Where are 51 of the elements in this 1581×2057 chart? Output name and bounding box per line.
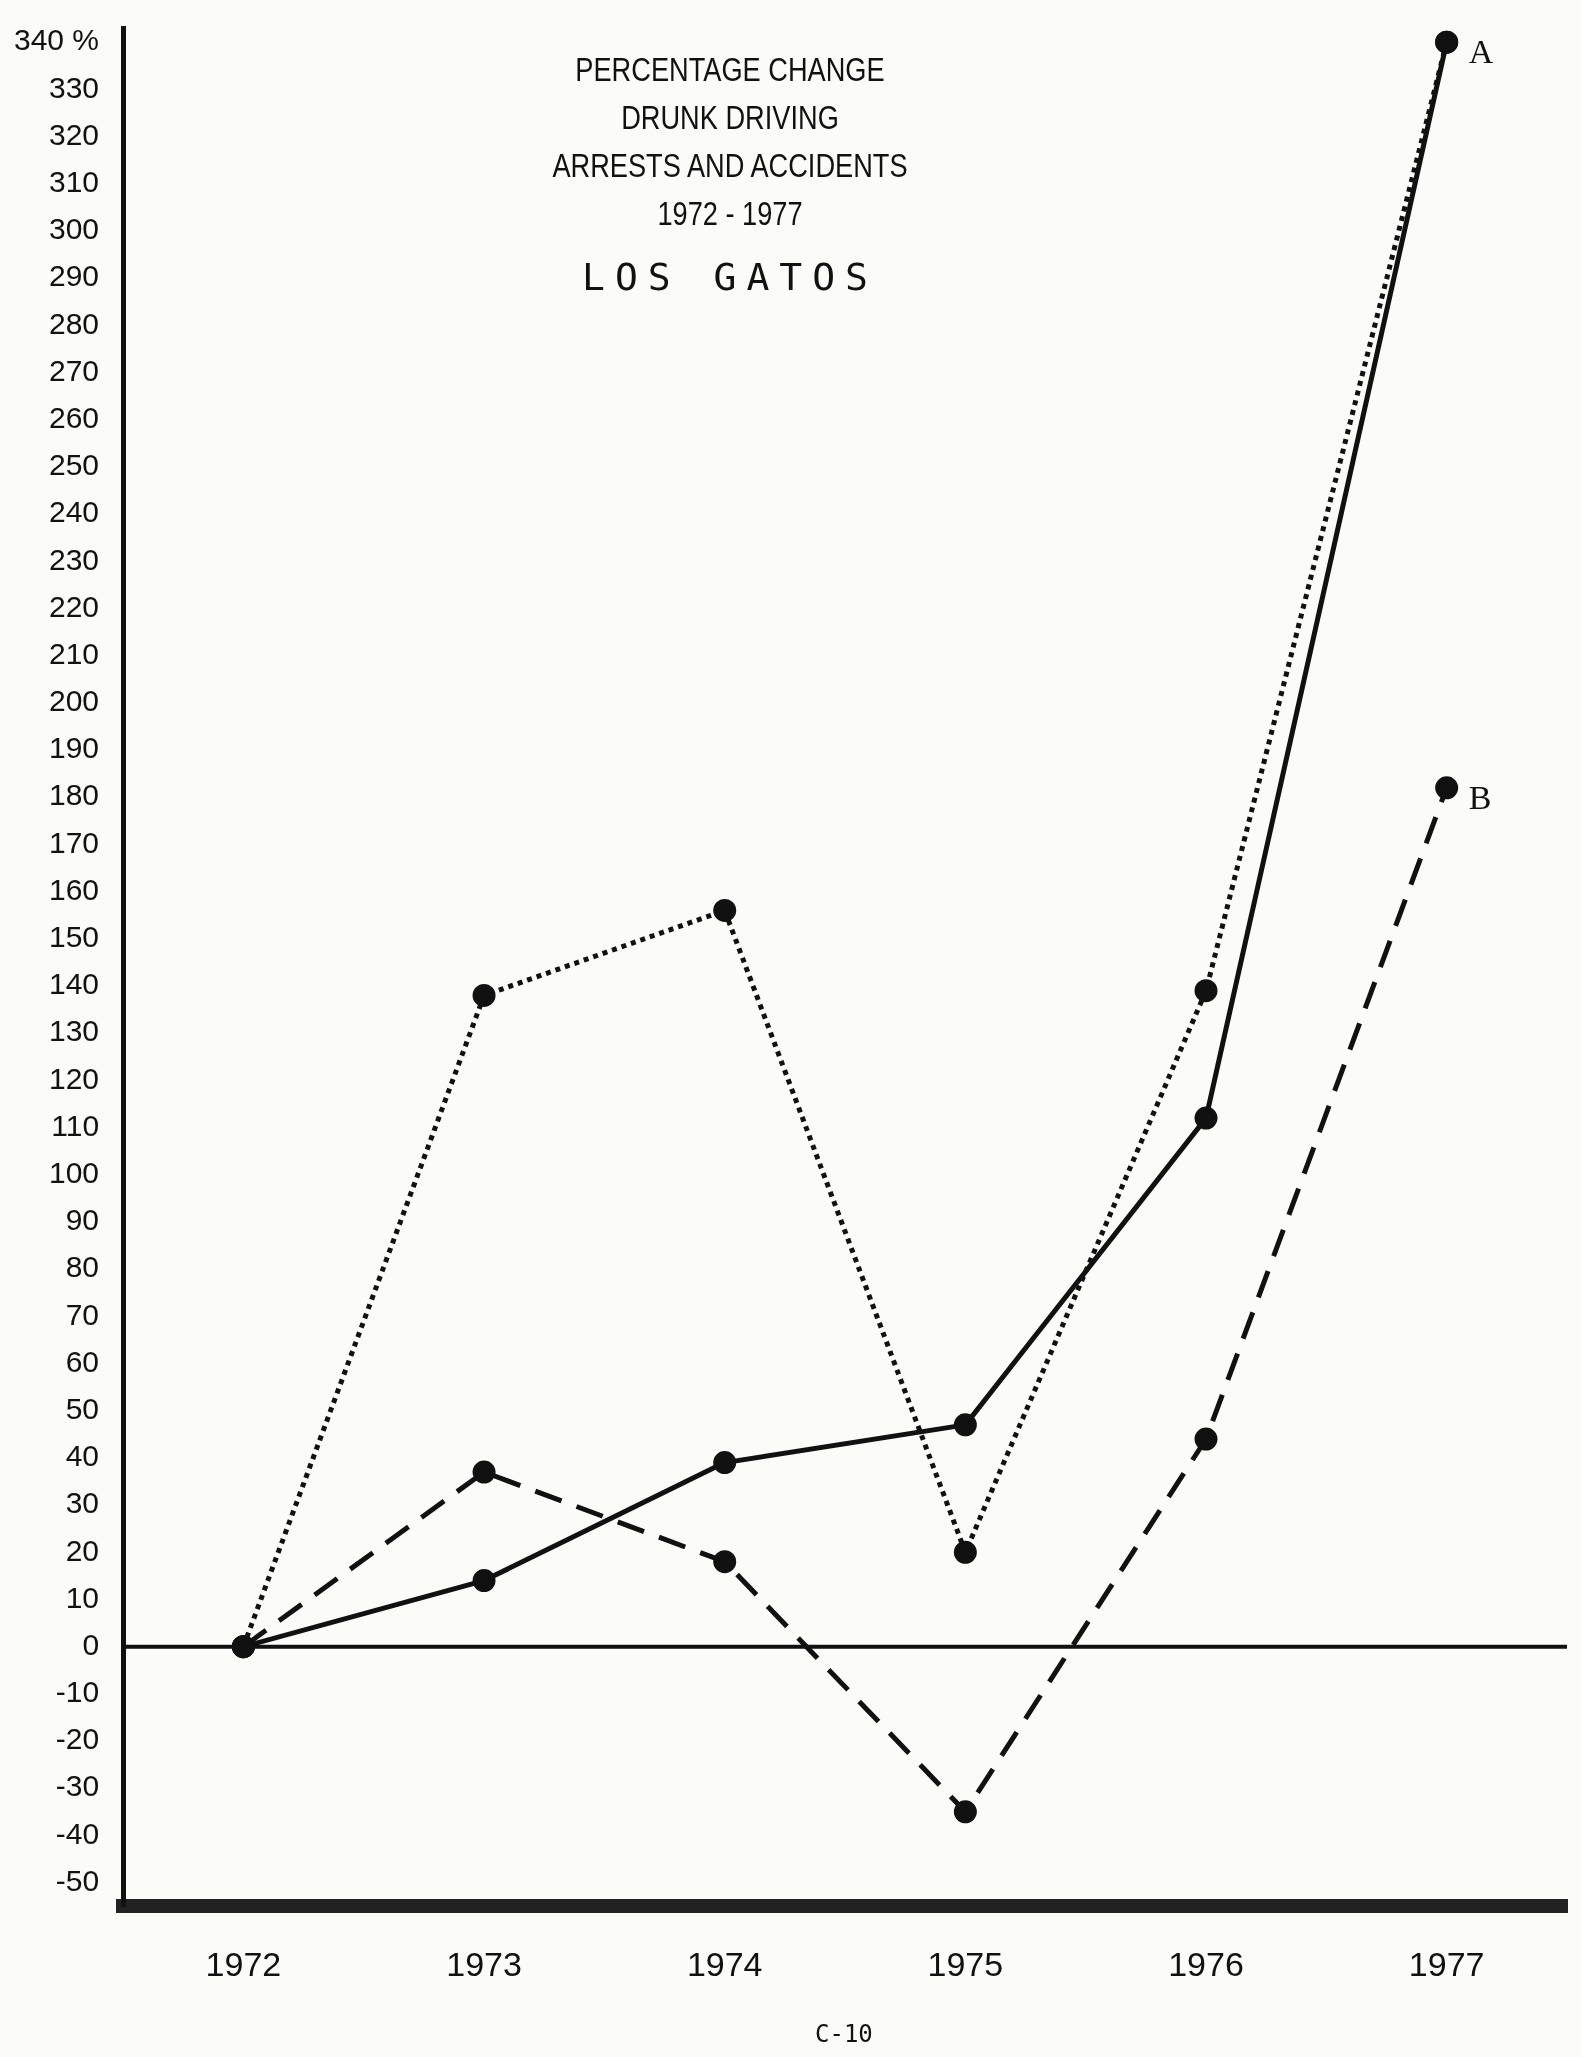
y-tick-label: 330 (49, 70, 100, 104)
text: LOS GATOS (581, 255, 879, 299)
y-tick-label: 130 (49, 1014, 100, 1048)
y-tick-label: 20 (65, 1533, 100, 1567)
y-tick-label: 110 (51, 1108, 100, 1142)
y-tick-label: -30 (55, 1769, 100, 1803)
y-tick-label: 60 (65, 1344, 100, 1378)
y-tick-label: 340 % (13, 23, 100, 57)
y-tick-label: 310 (49, 165, 100, 198)
y-tick-label: 50 (65, 1391, 100, 1425)
y-tick-label: 30 (65, 1486, 100, 1520)
y-tick-label: 100 (49, 1156, 100, 1190)
y-tick-label: 220 (49, 589, 100, 623)
y-tick-label: 120 (49, 1061, 100, 1095)
y-tick-label: -20 (55, 1722, 100, 1756)
y-tick-label: 180 (49, 778, 100, 812)
y-tick-label: 280 (49, 306, 100, 340)
y-tick-label: 200 (49, 684, 100, 718)
text: PERCENTAGE CHANGE DRUNK DRIVING ARRESTS AND ACCIDENTS 1972 - 1977 (551, 49, 909, 234)
y-tick-label: 0 (82, 1627, 100, 1661)
y-tick-label: 40 (65, 1439, 100, 1473)
y-tick-label: -50 (55, 1863, 100, 1897)
y-tick-label: 10 (65, 1580, 100, 1614)
y-tick-label: 190 (49, 731, 100, 765)
y-tick-label: -10 (55, 1675, 100, 1709)
x-tick-label: 1977 (1408, 1944, 1485, 1983)
y-tick-label: -40 (55, 1816, 100, 1850)
y-tick-label: 300 (49, 212, 100, 246)
x-tick-label: 1975 (927, 1944, 1004, 1983)
y-tick-label: 90 (65, 1203, 100, 1237)
text: C-10 (815, 2020, 873, 2048)
x-tick-label: 1974 (686, 1944, 763, 1983)
y-tick-label: 140 (49, 967, 100, 1001)
x-tick-label: 1976 (1168, 1944, 1244, 1983)
y-tick-label: 290 (49, 259, 100, 293)
y-tick-label: 240 (49, 495, 100, 529)
y-tick-label: 250 (49, 448, 100, 482)
annotation: A (1468, 33, 1494, 71)
x-tick-label: 1973 (446, 1944, 522, 1983)
y-tick-label: 270 (49, 353, 100, 387)
y-tick-label: 230 (49, 542, 100, 576)
y-tick-label: 170 (49, 825, 100, 859)
x-tick-label: 1972 (205, 1944, 282, 1983)
y-tick-label: 80 (65, 1250, 100, 1284)
y-tick-label: 320 (49, 117, 100, 151)
y-tick-label: 260 (49, 400, 100, 434)
y-tick-label: 160 (49, 872, 100, 906)
y-tick-label: 70 (65, 1297, 100, 1331)
y-tick-label: 150 (49, 920, 100, 954)
y-tick-label: 210 (49, 636, 100, 670)
annotation: B (1468, 778, 1492, 816)
